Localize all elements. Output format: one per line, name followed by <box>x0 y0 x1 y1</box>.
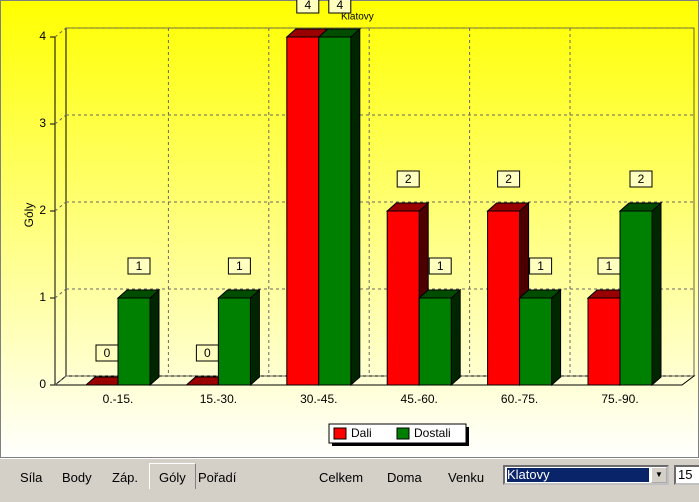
value-label: 1 <box>136 259 143 273</box>
legend-label: Dostali <box>414 426 451 440</box>
value-label: 1 <box>236 259 243 273</box>
value-box <box>227 257 251 275</box>
legend-label: Dali <box>351 426 372 440</box>
value-label: 2 <box>638 172 645 186</box>
chart-title: Klatovy <box>341 12 374 23</box>
bar <box>217 297 251 386</box>
value-box <box>428 257 452 275</box>
bar <box>587 297 621 386</box>
y-tick-label: 4 <box>39 29 46 43</box>
bar <box>487 210 521 386</box>
tab[interactable]: Záp. <box>112 470 139 485</box>
value-box <box>497 170 521 188</box>
value-label: 2 <box>405 172 412 186</box>
bar <box>418 297 452 386</box>
bar <box>286 36 320 386</box>
value-box <box>629 170 653 188</box>
y-tick-label: 2 <box>39 203 46 217</box>
x-tick-label: 75.-90. <box>601 392 638 406</box>
value-label: 2 <box>505 172 512 186</box>
value-label: 4 <box>304 0 311 12</box>
floor <box>53 375 696 386</box>
value-label: 4 <box>336 0 343 12</box>
value-box <box>296 0 320 14</box>
bar <box>619 210 653 386</box>
value-label: 1 <box>537 259 544 273</box>
combo-value: Klatovy <box>507 468 649 482</box>
value-label: 1 <box>606 259 613 273</box>
y-axis-label: Góly <box>22 203 36 228</box>
grid-line <box>54 375 67 386</box>
combo-box[interactable]: Klatovy ▼ <box>503 465 669 485</box>
value-box <box>328 0 352 14</box>
value-box <box>396 170 420 188</box>
tab[interactable]: Góly <box>149 463 196 489</box>
button[interactable]: Venku <box>448 470 485 485</box>
tab[interactable]: Pořadí <box>198 470 237 485</box>
x-tick-label: 30.-45. <box>300 392 337 406</box>
value-box <box>127 257 151 275</box>
bar-side <box>450 288 461 387</box>
value-label: 0 <box>204 346 211 360</box>
bar-side <box>249 288 260 387</box>
y-tick-label: 0 <box>39 377 46 391</box>
y-tick-label: 1 <box>39 290 46 304</box>
value-box <box>529 257 553 275</box>
bar-side <box>149 288 160 387</box>
value-label: 1 <box>437 259 444 273</box>
value-label: 0 <box>104 346 111 360</box>
tab[interactable]: Síla <box>20 470 43 485</box>
chart: Klatovy Góly 0 1 2 3 4 0.-15. 0 1 15.-30. 0 1 30.-4… <box>0 0 699 458</box>
button[interactable]: Doma <box>387 470 422 485</box>
legend-swatch <box>396 427 410 440</box>
bar-side <box>350 27 361 387</box>
tab[interactable]: Body <box>62 470 92 485</box>
number-field[interactable]: 15 <box>674 465 699 485</box>
bar <box>318 36 352 386</box>
bar <box>117 297 151 386</box>
toolbar: Síla Body Záp. Góly Pořadí Celkem Doma Venku Kla… <box>0 458 699 502</box>
button[interactable]: Celkem <box>319 470 364 485</box>
grid-line <box>54 27 67 38</box>
x-tick-label: 15.-30. <box>200 392 237 406</box>
bar-side <box>651 201 662 387</box>
grid-line <box>54 201 67 212</box>
x-tick-label: 45.-60. <box>401 392 438 406</box>
bar-side <box>551 288 562 387</box>
combo-arrow[interactable]: ▼ <box>651 467 667 483</box>
bar <box>386 210 420 386</box>
grid-line <box>54 288 67 299</box>
x-tick-label: 60.-75. <box>501 392 538 406</box>
x-tick-label: 0.-15. <box>103 392 134 406</box>
y-tick-label: 3 <box>39 116 46 130</box>
legend-swatch <box>333 427 347 440</box>
bar <box>519 297 553 386</box>
grid-line <box>54 114 67 125</box>
